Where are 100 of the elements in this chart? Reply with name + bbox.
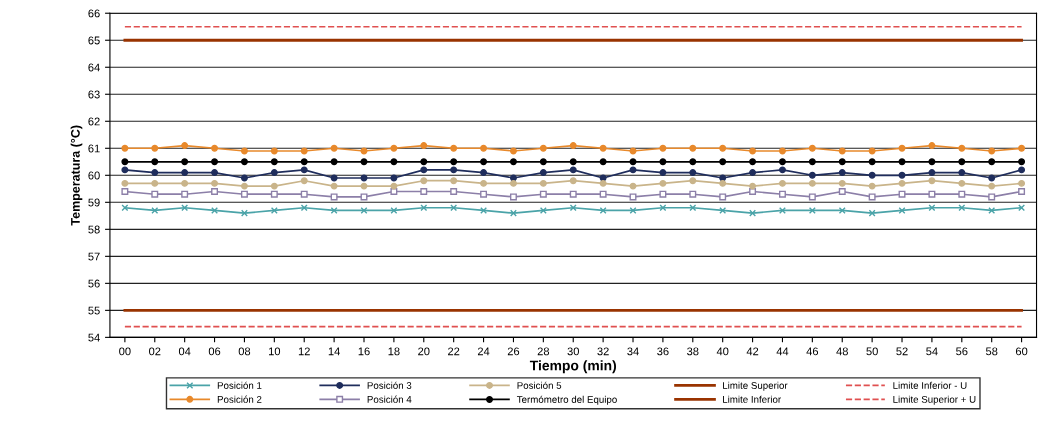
point [778,179,786,187]
point [838,147,846,155]
point [151,190,159,198]
point [719,144,727,152]
y-tick-label: 56 [88,279,100,288]
point [240,147,248,155]
point [480,169,488,177]
point [151,158,159,166]
point [928,204,936,212]
point [300,166,308,174]
point [181,204,189,212]
point [121,188,129,195]
point [689,204,697,212]
x-tick-label: 04 [178,347,191,356]
point [659,144,667,152]
point [868,209,876,217]
x-tick-label: 32 [597,347,609,356]
point [778,166,786,174]
point [1018,166,1026,174]
point [539,190,547,198]
y-tick-label: 61 [88,144,100,153]
point [719,179,727,187]
point [330,158,338,166]
point [270,147,278,155]
point [749,158,757,166]
y-tick-label: 54 [88,333,100,342]
point [958,169,966,177]
point [569,158,577,166]
point [420,188,428,195]
point [719,193,727,201]
point [599,144,607,152]
point [928,142,936,150]
point [211,206,219,214]
point [480,158,488,166]
x-tick-label: 46 [806,347,819,356]
point [749,147,757,155]
point [599,206,607,214]
y-tick-label: 63 [88,90,100,99]
point [360,193,368,201]
y-tick-label: 57 [88,252,100,261]
point [808,206,816,214]
point [240,158,248,166]
point [928,177,936,185]
point [270,169,278,177]
y-tick-label: 65 [88,36,100,45]
point [988,193,996,201]
point [390,144,398,152]
point [211,169,219,177]
point [121,204,129,212]
point [300,204,308,212]
point [898,190,906,198]
point [958,204,966,212]
point [1018,188,1026,195]
point [450,166,458,174]
point [300,177,308,185]
point [749,169,757,177]
point [569,204,577,212]
x-tick-label: 06 [208,347,221,356]
point [1018,144,1026,152]
point [330,193,338,201]
point [868,171,876,179]
point [211,158,219,166]
point [270,190,278,198]
point [420,142,428,150]
point [211,188,219,195]
x-tick-label: 40 [716,347,729,356]
point [868,182,876,190]
x-tick-label: 42 [746,347,759,356]
point [749,209,757,217]
point [300,190,308,198]
point [599,158,607,166]
point [390,182,398,190]
point [539,144,547,152]
point [330,206,338,214]
point [420,204,428,212]
point [928,169,936,177]
legend-label: Posición 4 [367,395,412,403]
x-tick-label: 58 [985,347,998,356]
point [868,193,876,201]
point [450,158,458,166]
x-tick-label: 18 [388,347,400,356]
point [539,158,547,166]
point [240,209,248,217]
point [181,190,189,198]
point [480,190,488,198]
point [898,144,906,152]
point [539,169,547,177]
point [390,174,398,182]
point [509,209,517,217]
x-tick-label: 24 [477,347,490,356]
point [898,206,906,214]
point [689,190,697,198]
point [659,158,667,166]
point [450,177,458,185]
point [270,206,278,214]
point [719,158,727,166]
point [240,174,248,182]
point [928,158,936,166]
x-tick-label: 36 [657,347,669,356]
point [300,147,308,155]
